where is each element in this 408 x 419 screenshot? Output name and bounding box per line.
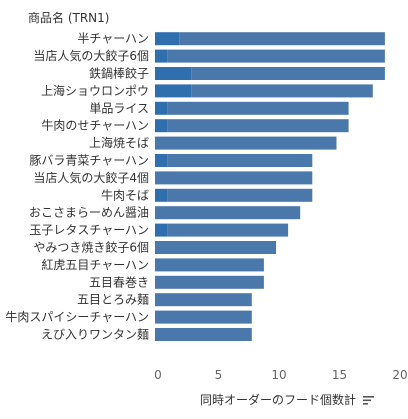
bar-segment-1[interactable] (155, 154, 168, 167)
bar-segment-1[interactable] (155, 223, 168, 237)
bar-segment-2[interactable] (155, 258, 264, 272)
x-axis-title: 同時オーダーのフード個数計 (200, 392, 356, 407)
category-label: おこさまらーめん醤油 (29, 205, 149, 220)
x-tick-label: 0 (154, 368, 162, 382)
category-label: 豚バラ青菜チャーハン (29, 154, 149, 168)
bar-segment-2[interactable] (167, 119, 349, 133)
bar-segment-2[interactable] (155, 136, 337, 150)
category-label: 上海ショウロンポウ (41, 83, 149, 98)
bar-segment-1[interactable] (155, 84, 192, 98)
x-tick-label: 20 (392, 368, 407, 382)
x-tick-label: 5 (215, 368, 223, 382)
category-label: 紅虎五目チャーハン (41, 258, 149, 272)
bar-segment-2[interactable] (167, 101, 349, 115)
category-label: 当店人気の大餃子4個 (33, 170, 149, 185)
bar-segment-1[interactable] (155, 49, 168, 63)
bar-segment-2[interactable] (167, 223, 289, 237)
category-label: 単品ライス (89, 101, 149, 115)
bar-segment-2[interactable] (191, 67, 385, 80)
bar-segment-2[interactable] (167, 154, 313, 167)
category-label: 上海焼そば (89, 135, 149, 150)
category-label: 牛肉そば (101, 187, 149, 202)
bar-segment-2[interactable] (155, 293, 252, 307)
bar-segment-2[interactable] (191, 84, 373, 98)
category-label: やみつき焼き餃子6個 (33, 240, 149, 255)
bar-segment-2[interactable] (155, 328, 252, 341)
category-label: 玉子レタスチャーハン (29, 223, 149, 237)
bar-segment-1[interactable] (155, 119, 168, 133)
row-header-title: 商品名 (TRN1) (28, 10, 109, 25)
category-label: えび入りワンタン麺 (41, 328, 149, 342)
category-label: 半チャーハン (77, 32, 149, 46)
bar-segment-1[interactable] (155, 67, 192, 80)
bar-segment-2[interactable] (167, 188, 313, 202)
x-tick-label: 15 (332, 368, 347, 382)
bar-segment-2[interactable] (179, 32, 385, 46)
category-label: 五目春巻き (89, 275, 149, 289)
category-label: 牛肉のせチャーハン (41, 118, 149, 133)
bar-segment-2[interactable] (155, 275, 264, 289)
category-label: 当店人気の大餃子6個 (33, 48, 149, 63)
sort-icon[interactable] (363, 396, 374, 405)
bar-segment-2[interactable] (155, 171, 313, 185)
bar-segment-2[interactable] (155, 241, 276, 254)
x-tick-label: 10 (271, 368, 286, 382)
category-labels: 半チャーハン当店人気の大餃子6個鉄鍋棒餃子上海ショウロンポウ単品ライス牛肉のせチ… (5, 32, 149, 342)
category-label: 牛肉スパイシーチャーハン (5, 309, 149, 324)
bars (155, 32, 385, 341)
bar-segment-1[interactable] (155, 32, 180, 46)
bar-segment-2[interactable] (155, 206, 301, 220)
bar-segment-1[interactable] (155, 188, 168, 202)
bar-segment-1[interactable] (155, 101, 168, 115)
category-label: 鉄鍋棒餃子 (89, 66, 149, 81)
category-label: 五目とろみ麺 (77, 293, 149, 307)
bar-segment-2[interactable] (155, 310, 252, 324)
x-axis-ticks: 0 5 10 15 20 (154, 368, 407, 382)
bar-segment-2[interactable] (167, 49, 385, 63)
